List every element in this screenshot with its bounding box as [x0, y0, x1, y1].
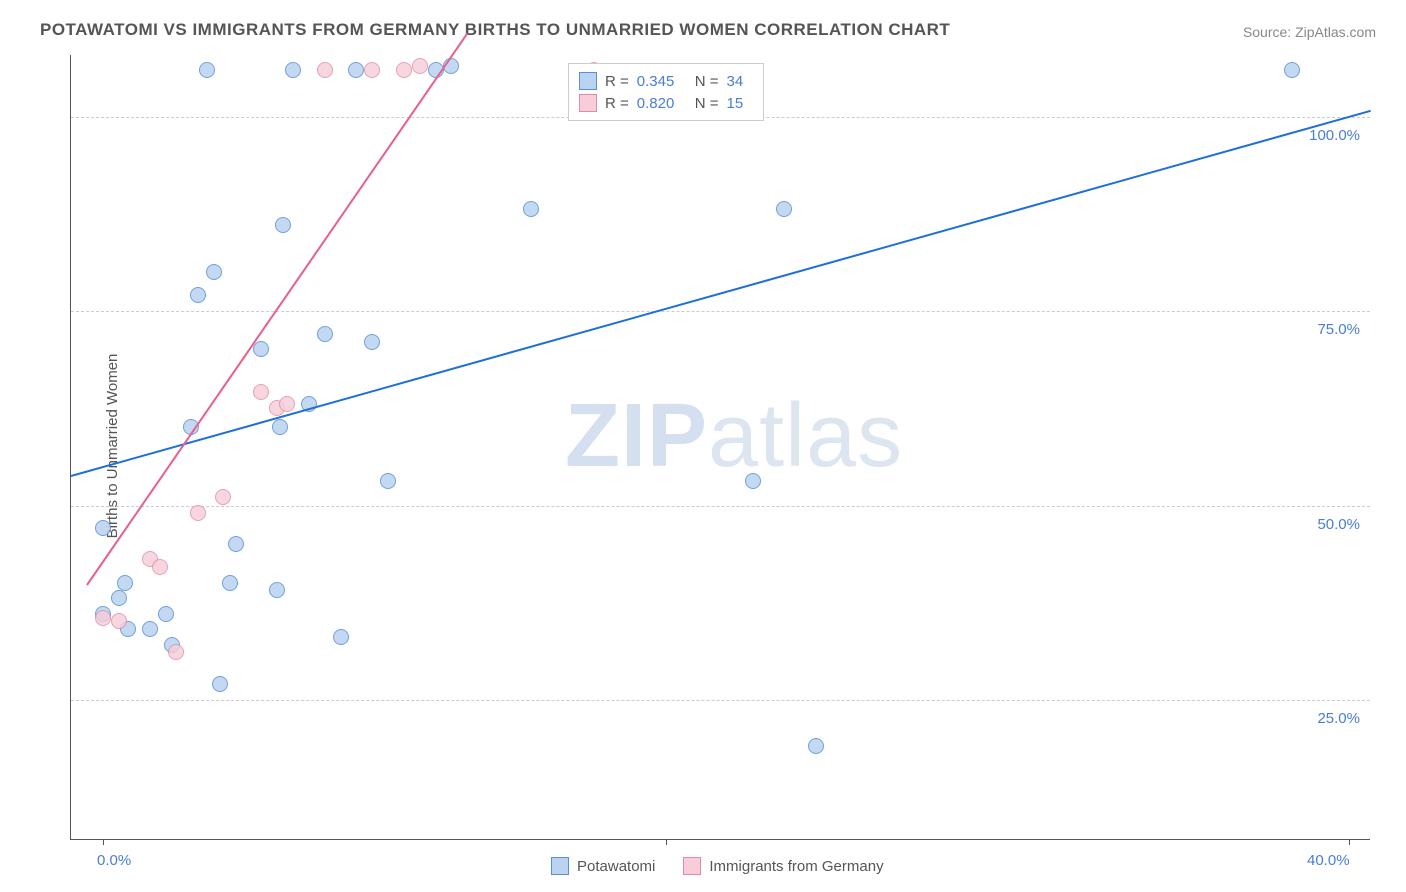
legend-swatch — [579, 94, 597, 112]
scatter-point — [272, 419, 288, 435]
stats-legend: R = 0.345 N = 34 R = 0.820 N = 15 — [568, 63, 764, 121]
legend-swatch — [683, 857, 701, 875]
scatter-point — [1284, 62, 1300, 78]
scatter-point — [199, 62, 215, 78]
stat-r-label: R = — [605, 95, 629, 112]
trend-line — [71, 109, 1372, 476]
scatter-point — [228, 536, 244, 552]
stat-n-value: 15 — [727, 95, 753, 112]
stat-r-value: 0.345 — [637, 73, 687, 90]
scatter-point — [111, 590, 127, 606]
scatter-point — [380, 473, 396, 489]
chart-title: POTAWATOMI VS IMMIGRANTS FROM GERMANY BI… — [40, 20, 950, 40]
scatter-point — [285, 62, 301, 78]
scatter-point — [206, 264, 222, 280]
trend-line — [86, 32, 468, 585]
stat-n-label: N = — [695, 73, 719, 90]
legend-item: Potawatomi — [551, 857, 655, 875]
x-tick — [666, 839, 667, 845]
series-legend: Potawatomi Immigrants from Germany — [551, 857, 884, 875]
y-tick-label: 75.0% — [1317, 321, 1360, 338]
legend-label: Immigrants from Germany — [709, 858, 883, 875]
scatter-point — [333, 629, 349, 645]
source-label: Source: ZipAtlas.com — [1243, 24, 1376, 40]
scatter-point — [117, 575, 133, 591]
scatter-point — [190, 505, 206, 521]
scatter-point — [142, 621, 158, 637]
scatter-point — [412, 58, 428, 74]
legend-swatch — [551, 857, 569, 875]
scatter-point — [158, 606, 174, 622]
scatter-point — [95, 610, 111, 626]
x-tick-label: 40.0% — [1307, 852, 1350, 869]
scatter-point — [111, 613, 127, 629]
scatter-point — [279, 396, 295, 412]
gridline-h — [71, 311, 1370, 312]
x-tick — [103, 839, 104, 845]
scatter-point — [212, 676, 228, 692]
scatter-point — [152, 559, 168, 575]
stats-legend-row: R = 0.820 N = 15 — [579, 92, 753, 114]
scatter-point — [808, 738, 824, 754]
scatter-point — [348, 62, 364, 78]
scatter-point — [95, 520, 111, 536]
scatter-point — [317, 62, 333, 78]
y-tick-label: 50.0% — [1317, 516, 1360, 533]
stat-n-label: N = — [695, 95, 719, 112]
legend-swatch — [579, 72, 597, 90]
y-tick-label: 25.0% — [1317, 710, 1360, 727]
scatter-point — [253, 384, 269, 400]
scatter-point — [364, 62, 380, 78]
watermark: ZIPatlas — [565, 385, 903, 488]
scatter-point — [222, 575, 238, 591]
scatter-point — [317, 326, 333, 342]
scatter-point — [396, 62, 412, 78]
scatter-point — [269, 582, 285, 598]
scatter-point — [168, 644, 184, 660]
stat-r-label: R = — [605, 73, 629, 90]
legend-label: Potawatomi — [577, 858, 655, 875]
x-tick-label: 0.0% — [97, 852, 131, 869]
stat-r-value: 0.820 — [637, 95, 687, 112]
legend-item: Immigrants from Germany — [683, 857, 883, 875]
x-tick — [1349, 839, 1350, 845]
scatter-point — [745, 473, 761, 489]
scatter-point — [275, 217, 291, 233]
scatter-point — [215, 489, 231, 505]
gridline-h — [71, 506, 1370, 507]
scatter-point — [364, 334, 380, 350]
scatter-point — [190, 287, 206, 303]
y-tick-label: 100.0% — [1309, 127, 1360, 144]
chart-plot-area: 25.0%50.0%75.0%100.0%0.0%40.0%ZIPatlasR … — [70, 55, 1370, 840]
gridline-h — [71, 700, 1370, 701]
scatter-point — [523, 201, 539, 217]
scatter-point — [776, 201, 792, 217]
scatter-point — [253, 341, 269, 357]
stats-legend-row: R = 0.345 N = 34 — [579, 70, 753, 92]
stat-n-value: 34 — [727, 73, 753, 90]
